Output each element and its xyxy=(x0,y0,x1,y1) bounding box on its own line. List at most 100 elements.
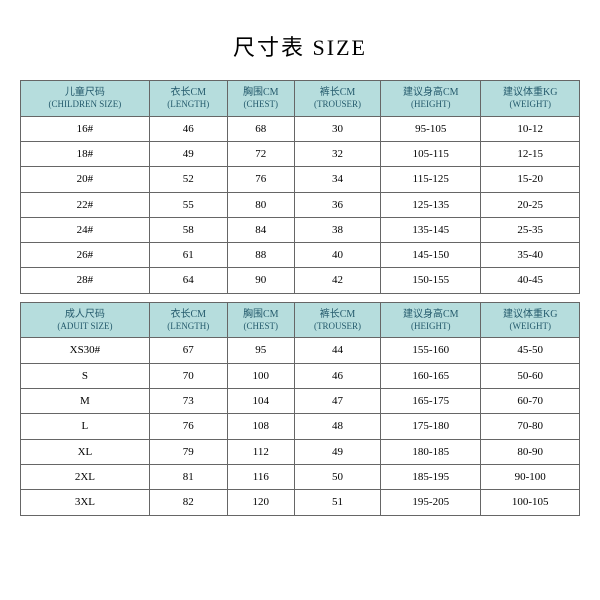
column-header: 衣长CM(LENGTH) xyxy=(149,81,227,117)
table-cell: 100 xyxy=(227,363,294,388)
table-cell: 135-145 xyxy=(381,217,481,242)
table-cell: 108 xyxy=(227,414,294,439)
table-cell: 100-105 xyxy=(481,490,580,515)
column-header-en: (HEIGHT) xyxy=(383,99,478,111)
column-header-en: (TROUSER) xyxy=(297,321,378,333)
column-header: 建议体重KG(WEIGHT) xyxy=(481,81,580,117)
table-cell: 48 xyxy=(294,414,380,439)
table-cell: 150-155 xyxy=(381,268,481,293)
column-header: 成人尺码(ADUIT SIZE) xyxy=(21,302,150,338)
table-cell: 50 xyxy=(294,464,380,489)
spacer-row xyxy=(21,293,580,302)
table-cell: 120 xyxy=(227,490,294,515)
column-header: 胸围CM(CHEST) xyxy=(227,81,294,117)
table-cell: 145-150 xyxy=(381,243,481,268)
table-cell: 185-195 xyxy=(381,464,481,489)
table-cell: 90-100 xyxy=(481,464,580,489)
table-cell: 2XL xyxy=(21,464,150,489)
column-header: 裤长CM(TROUSER) xyxy=(294,302,380,338)
table-cell: 67 xyxy=(149,338,227,363)
table-cell: 24# xyxy=(21,217,150,242)
column-header-cn: 儿童尺码 xyxy=(65,87,105,98)
table-cell: 12-15 xyxy=(481,141,580,166)
column-header-cn: 衣长CM xyxy=(170,309,206,320)
table-cell: 175-180 xyxy=(381,414,481,439)
table-cell: 76 xyxy=(149,414,227,439)
column-header-cn: 建议身高CM xyxy=(403,87,459,98)
column-header-cn: 建议体重KG xyxy=(503,309,557,320)
table-cell: 52 xyxy=(149,167,227,192)
table-cell: 125-135 xyxy=(381,192,481,217)
table-cell: 26# xyxy=(21,243,150,268)
column-header-cn: 建议身高CM xyxy=(403,309,459,320)
table-cell: 50-60 xyxy=(481,363,580,388)
table-row: 22#558036125-13520-25 xyxy=(21,192,580,217)
table-cell: 68 xyxy=(227,116,294,141)
column-header: 胸围CM(CHEST) xyxy=(227,302,294,338)
column-header: 建议身高CM(HEIGHT) xyxy=(381,302,481,338)
table-cell: 38 xyxy=(294,217,380,242)
table-cell: 64 xyxy=(149,268,227,293)
table-cell: 46 xyxy=(149,116,227,141)
column-header: 裤长CM(TROUSER) xyxy=(294,81,380,117)
table-cell: XS30# xyxy=(21,338,150,363)
table-row: 16#46683095-10510-12 xyxy=(21,116,580,141)
table-row: 20#527634115-12515-20 xyxy=(21,167,580,192)
table-cell: 112 xyxy=(227,439,294,464)
table-cell: 84 xyxy=(227,217,294,242)
column-header: 衣长CM(LENGTH) xyxy=(149,302,227,338)
table-row: 18#497232105-11512-15 xyxy=(21,141,580,166)
table-cell: 28# xyxy=(21,268,150,293)
column-header: 儿童尺码(CHILDREN SIZE) xyxy=(21,81,150,117)
table-cell: 16# xyxy=(21,116,150,141)
table-cell: 61 xyxy=(149,243,227,268)
table-cell: 20# xyxy=(21,167,150,192)
column-header-en: (ADUIT SIZE) xyxy=(23,321,147,333)
table-cell: 79 xyxy=(149,439,227,464)
column-header-cn: 建议体重KG xyxy=(503,87,557,98)
column-header-en: (WEIGHT) xyxy=(483,99,577,111)
table-cell: 36 xyxy=(294,192,380,217)
table-cell: 165-175 xyxy=(381,389,481,414)
column-header: 建议身高CM(HEIGHT) xyxy=(381,81,481,117)
column-header-cn: 胸围CM xyxy=(243,309,279,320)
size-table: 儿童尺码(CHILDREN SIZE)衣长CM(LENGTH)胸围CM(CHES… xyxy=(20,80,580,516)
table-cell: 80 xyxy=(227,192,294,217)
column-header-en: (LENGTH) xyxy=(152,321,225,333)
table-cell: S xyxy=(21,363,150,388)
table-cell: 82 xyxy=(149,490,227,515)
table-cell: 49 xyxy=(149,141,227,166)
table-cell: 46 xyxy=(294,363,380,388)
table-cell: 35-40 xyxy=(481,243,580,268)
column-header: 建议体重KG(WEIGHT) xyxy=(481,302,580,338)
table-cell: 115-125 xyxy=(381,167,481,192)
table-cell: 90 xyxy=(227,268,294,293)
table-cell: 95 xyxy=(227,338,294,363)
table-cell: 70-80 xyxy=(481,414,580,439)
column-header-en: (CHEST) xyxy=(230,99,292,111)
column-header-cn: 裤长CM xyxy=(320,87,356,98)
column-header-cn: 裤长CM xyxy=(320,309,356,320)
column-header-en: (CHEST) xyxy=(230,321,292,333)
table-cell: 105-115 xyxy=(381,141,481,166)
table-row: 3XL8212051195-205100-105 xyxy=(21,490,580,515)
table-cell: 80-90 xyxy=(481,439,580,464)
table-row: M7310447165-17560-70 xyxy=(21,389,580,414)
column-header-cn: 成人尺码 xyxy=(65,309,105,320)
table-cell: 32 xyxy=(294,141,380,166)
table-cell: 116 xyxy=(227,464,294,489)
table-cell: 45-50 xyxy=(481,338,580,363)
table-cell: 88 xyxy=(227,243,294,268)
table-cell: 42 xyxy=(294,268,380,293)
table-cell: 76 xyxy=(227,167,294,192)
table-cell: 49 xyxy=(294,439,380,464)
table-cell: 44 xyxy=(294,338,380,363)
table-row: XS30#679544155-16045-50 xyxy=(21,338,580,363)
table-row: XL7911249180-18580-90 xyxy=(21,439,580,464)
table-cell: 72 xyxy=(227,141,294,166)
column-header-en: (HEIGHT) xyxy=(383,321,478,333)
table-cell: 180-185 xyxy=(381,439,481,464)
column-header-cn: 衣长CM xyxy=(170,87,206,98)
table-cell: XL xyxy=(21,439,150,464)
table-cell: 95-105 xyxy=(381,116,481,141)
